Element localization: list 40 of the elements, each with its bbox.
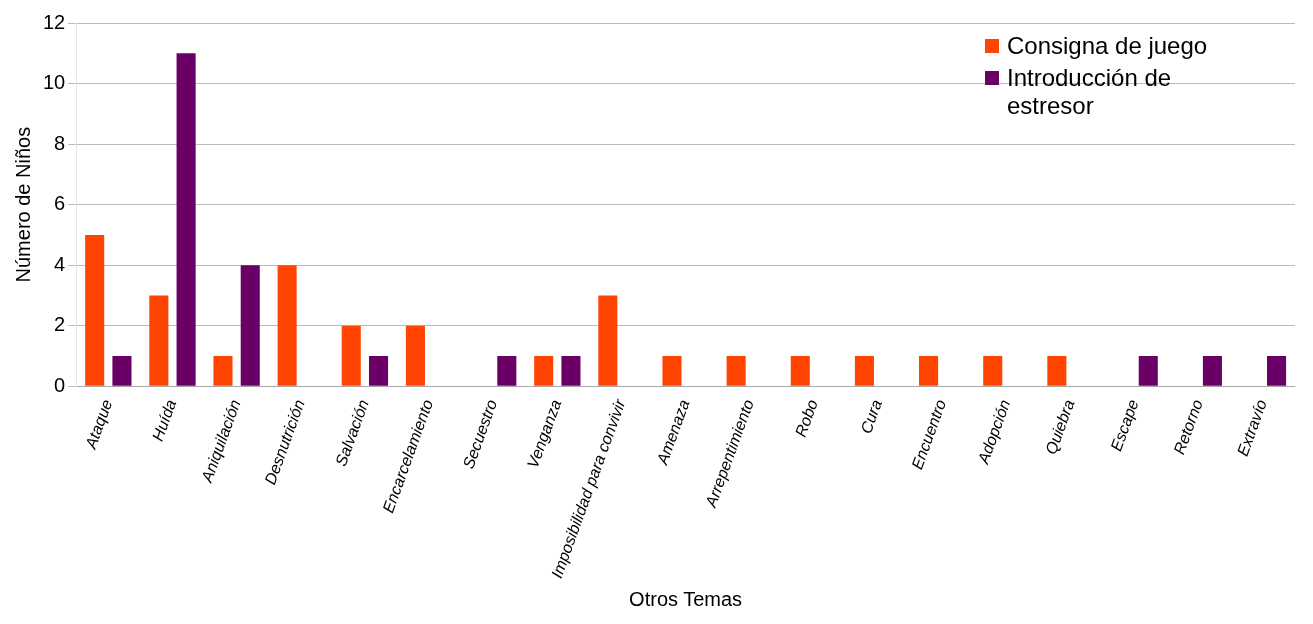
bar (534, 356, 554, 386)
bar (790, 356, 810, 386)
x-tick-label: Cura (857, 397, 886, 436)
bar (277, 265, 297, 386)
bar (341, 325, 361, 386)
bar (662, 356, 682, 386)
bar (726, 356, 746, 386)
y-tick-label: 6 (54, 192, 66, 215)
bar (497, 356, 517, 386)
bar (1047, 356, 1067, 386)
bar (213, 356, 233, 386)
x-tick-label: Ataque (81, 397, 116, 452)
y-tick-label: 0 (54, 373, 66, 396)
bar (919, 356, 939, 386)
bar (1202, 356, 1222, 386)
y-tick-label: 12 (43, 10, 66, 33)
bar (854, 356, 874, 386)
bar (112, 356, 132, 386)
bar (1267, 356, 1287, 386)
bar (176, 53, 196, 386)
bar (598, 295, 618, 386)
y-tick-label: 8 (54, 131, 66, 154)
y-tick-label: 2 (54, 313, 66, 336)
bar (1138, 356, 1158, 386)
x-axis-title: Otros Temas (629, 587, 743, 610)
legend-label: Introducción de estresor (1007, 64, 1173, 120)
y-tick-label: 10 (43, 71, 66, 94)
x-tick-label: Huída (148, 397, 180, 444)
bar (561, 356, 581, 386)
legend-label: Consigna de juego (1007, 32, 1208, 60)
bar (85, 234, 105, 386)
bar (983, 356, 1003, 386)
bar (149, 295, 169, 386)
x-tick-label: Escape (1107, 397, 1142, 454)
bar (405, 325, 425, 386)
x-tick-label: Robo (791, 397, 821, 440)
bar (240, 265, 260, 386)
bar (368, 356, 389, 386)
y-axis-title: Número de Niños (11, 126, 34, 283)
y-tick-label: 4 (54, 252, 66, 275)
